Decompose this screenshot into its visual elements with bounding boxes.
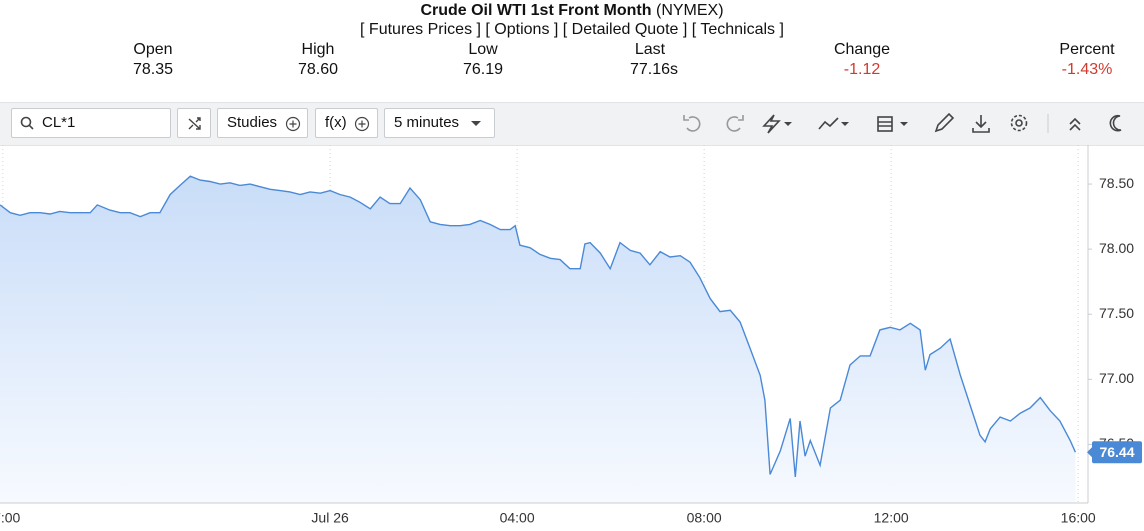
last-price-label: 76.44 xyxy=(1099,444,1134,460)
x-tick-label: 16:00 xyxy=(1061,510,1096,526)
stat-value: -1.12 xyxy=(843,61,881,78)
stat-label: High xyxy=(301,41,335,58)
stat-label: Low xyxy=(468,41,498,58)
stat-label: Percent xyxy=(1059,41,1115,58)
undo-icon[interactable] xyxy=(686,116,701,132)
fx: f(x) xyxy=(325,114,347,131)
x-tick-label: 17:00 xyxy=(0,510,21,526)
stat-label: Open xyxy=(133,41,173,58)
redo-icon[interactable] xyxy=(726,116,741,132)
stat-value: 78.60 xyxy=(297,61,339,78)
link[interactable]: [ Detailed Quote ] xyxy=(562,21,688,38)
price-line xyxy=(0,175,1077,478)
area-fill xyxy=(0,176,1076,503)
studies-button[interactable]: Studies xyxy=(217,108,308,138)
stat-value: 78.35 xyxy=(132,61,174,78)
caret xyxy=(471,121,481,126)
layout-icon[interactable] xyxy=(877,116,893,132)
x-tick-label: Jul 26 xyxy=(311,510,349,526)
draw-icon[interactable] xyxy=(934,112,955,133)
stat-value: 76.19 xyxy=(462,61,504,78)
link[interactable]: [ Technicals ] xyxy=(691,21,784,38)
interval: 5 minutes xyxy=(394,114,460,131)
chart-type-icon[interactable] xyxy=(818,117,839,130)
link[interactable]: [ Futures Prices ] xyxy=(360,21,481,38)
x-tick-label: 08:00 xyxy=(687,510,722,526)
compare-button[interactable] xyxy=(177,108,211,138)
symbol-search[interactable]: CL*1 xyxy=(11,108,171,138)
symbol: CL*1 xyxy=(42,114,76,131)
caret xyxy=(784,122,908,126)
stat-value: 77.16s xyxy=(629,61,679,78)
y-tick-label: 78.50 xyxy=(1099,175,1134,191)
toolbar-icons xyxy=(683,112,1122,134)
last-price-badge xyxy=(1092,441,1142,464)
badge-pointer xyxy=(1087,447,1092,458)
exchange: (NYMEX) xyxy=(655,2,724,19)
collapse-icon[interactable] xyxy=(1069,117,1081,131)
shuffle-icon xyxy=(188,117,201,130)
fx-button[interactable]: f(x) xyxy=(315,108,378,138)
toolbar: CL*1 Studies f(x) 5 minutes xyxy=(0,102,1144,146)
x-tick-label: 12:00 xyxy=(874,510,909,526)
redo-arrow xyxy=(738,115,744,121)
title: Crude Oil WTI 1st Front Month xyxy=(420,2,652,19)
undo-arrow xyxy=(683,115,689,121)
stat-label: Last xyxy=(634,41,666,58)
studies: Studies xyxy=(227,114,278,131)
y-tick-label: 78.00 xyxy=(1099,240,1134,256)
settings-icon[interactable] xyxy=(1015,119,1023,127)
plus-icon xyxy=(285,116,301,132)
interval-select[interactable]: 5 minutes xyxy=(384,108,495,138)
download-icon[interactable] xyxy=(972,115,990,133)
quote-links: [ Futures Prices ] [ Options ] [ Detaile… xyxy=(0,21,1144,39)
quote-title: Crude Oil WTI 1st Front Month (NYMEX) xyxy=(0,2,1144,20)
flash-icon[interactable] xyxy=(762,114,781,134)
stat-label: Change xyxy=(833,41,891,58)
link[interactable]: [ Options ] xyxy=(485,21,559,38)
y-tick-label: 77.00 xyxy=(1099,370,1134,386)
y-tick-label: 77.50 xyxy=(1099,305,1134,321)
stat-value: -1.43% xyxy=(1061,61,1113,78)
search-icon xyxy=(20,116,34,130)
plus-icon xyxy=(354,116,370,132)
theme-icon[interactable] xyxy=(1109,114,1122,132)
x-tick-label: 04:00 xyxy=(500,510,535,526)
